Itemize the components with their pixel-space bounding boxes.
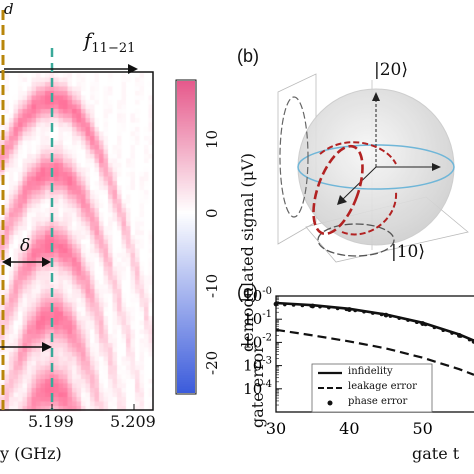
legend-leakage: leakage error <box>348 381 417 392</box>
phase-error-dot <box>327 305 331 310</box>
colorbar <box>177 81 195 393</box>
phase-error-dot <box>309 304 314 308</box>
chart-series <box>273 301 474 376</box>
phase-error-dot <box>274 302 278 306</box>
panel-b-label: (b) <box>237 46 259 66</box>
red-path <box>312 144 364 236</box>
chart-axes: 10-0 10-1 10-2 10-3 10-4 30 40 50 <box>243 286 474 438</box>
phase-error-point <box>383 312 389 318</box>
phase-error-dot <box>406 318 410 322</box>
delta-arrow-left-head <box>2 257 11 267</box>
phase-error-dot <box>353 308 358 313</box>
bottom-arrow-head <box>42 342 52 352</box>
phase-error-dot <box>291 303 296 307</box>
heatmap-frame <box>0 71 154 411</box>
phase-error-dot <box>344 307 349 312</box>
legend-phase: phase error <box>348 396 408 407</box>
phase-error-dot <box>283 302 287 307</box>
red-path-bottom <box>341 191 398 236</box>
phase-error-dot <box>371 311 375 315</box>
projection-left <box>279 96 309 218</box>
xtick-label: 50 <box>412 419 432 438</box>
ytick-label: 10-2 <box>243 332 272 351</box>
xtick-label: 40 <box>339 419 359 438</box>
phase-error-dot <box>300 303 305 308</box>
xtick-label: 30 <box>266 419 286 438</box>
marker-right-label: f11−21 <box>84 28 135 56</box>
marker-right-f: f <box>84 28 92 52</box>
phase-error-dot <box>441 328 446 332</box>
ytick-label: 10-1 <box>243 309 272 328</box>
colorbar-frame <box>175 79 197 395</box>
xtick-5199: 5.199 <box>28 412 74 431</box>
panel-c-xlabel: gate t <box>412 444 460 463</box>
ytick-label: 10-0 <box>243 286 272 305</box>
axis-up-head <box>372 92 380 101</box>
xtick-5209: 5.209 <box>110 412 156 431</box>
legend-infidelity: infidelity <box>348 366 393 377</box>
phase-error-dot <box>388 314 393 318</box>
phase-error-dot <box>415 320 419 324</box>
phase-error-dot <box>335 306 340 311</box>
panel-a-xlabel: y (GHz) <box>0 444 62 463</box>
panel-c-label: (c) <box>237 282 258 302</box>
marker-right-sub: 11−21 <box>91 41 136 56</box>
frame-left-plane <box>277 73 317 245</box>
phase-error-dot <box>379 312 384 317</box>
phase-error-dot <box>362 309 366 314</box>
axis-diag-head <box>337 195 347 205</box>
ytick-label: 10-4 <box>243 379 272 398</box>
phase-error-dot <box>318 304 322 309</box>
phase-error-dot <box>450 331 454 335</box>
ytick-label: 10-3 <box>243 356 272 375</box>
delta-label: δ <box>20 236 31 256</box>
axis-right-head <box>432 163 441 171</box>
leakage-error-line <box>275 328 474 376</box>
phase-error-dot <box>423 322 428 327</box>
marker-left-label: d <box>4 0 14 18</box>
legend-swatch-phase <box>327 400 333 406</box>
axis-diag <box>341 166 377 201</box>
phase-error-dot <box>459 334 463 338</box>
ket-10: |10⟩ <box>391 242 425 262</box>
phase-error-dot <box>432 325 437 330</box>
phase-error-dot <box>467 337 472 342</box>
red-path-top <box>319 141 397 165</box>
phase-error-point <box>346 307 352 312</box>
phase-error-dot <box>397 316 402 320</box>
projection-bottom <box>317 223 395 257</box>
phase-error-point <box>471 339 474 344</box>
panel-b-sphere <box>277 73 469 263</box>
ket-20: |20⟩ <box>374 60 408 80</box>
delta-arrow-right-head <box>42 257 51 267</box>
top-arrow-head <box>128 64 138 74</box>
